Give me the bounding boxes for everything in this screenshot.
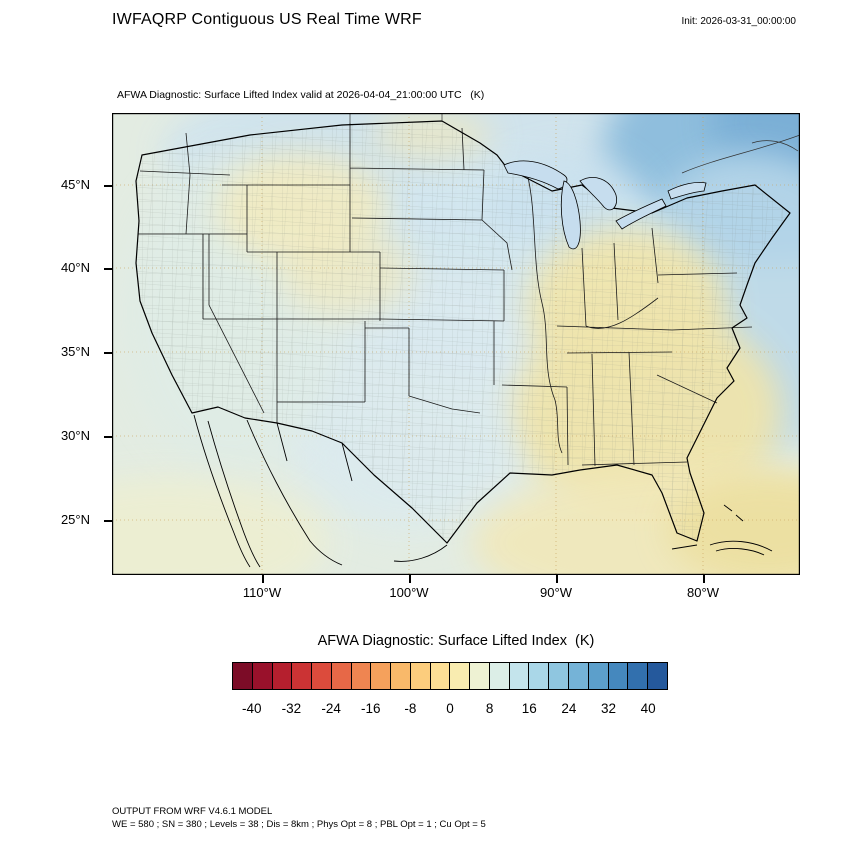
colorbar-tick: 24 — [561, 701, 577, 716]
colorbar-box — [409, 662, 431, 690]
colorbar-box — [291, 662, 313, 690]
colorbar-box — [607, 662, 629, 690]
lat-label-30n: 30°N — [60, 428, 90, 443]
state-boundaries — [138, 123, 753, 467]
lon-tick-90w — [556, 575, 558, 583]
lat-tick-35n — [104, 352, 112, 354]
footer-model-line: OUTPUT FROM WRF V4.6.1 MODEL — [112, 806, 273, 817]
colorbar-box — [271, 662, 293, 690]
lon-tick-100w — [409, 575, 411, 583]
mexico-coastline — [193, 414, 448, 568]
colorbar-box — [528, 662, 550, 690]
colorbar-box — [548, 662, 570, 690]
map-panel — [112, 113, 801, 575]
lat-label-35n: 35°N — [60, 344, 90, 359]
colorbar-tick-labels: -40 -32 -24 -16 -8 0 8 16 24 32 40 — [232, 701, 668, 719]
lat-tick-40n — [104, 268, 112, 270]
colorbar-box — [587, 662, 609, 690]
colorbar-tick: 16 — [521, 701, 537, 716]
lon-label-100w: 100°W — [389, 585, 429, 600]
lon-tick-110w — [262, 575, 264, 583]
colorbar-box — [390, 662, 411, 690]
lon-tick-80w — [703, 575, 705, 583]
colorbar-tick: -40 — [242, 701, 262, 716]
map-frame — [112, 113, 800, 575]
colorbar-box — [469, 662, 490, 690]
colorbar-tick: -8 — [404, 701, 417, 716]
great-lakes — [503, 160, 707, 250]
colorbar-box — [508, 662, 530, 690]
us-map-graphic — [112, 113, 801, 575]
colorbar-box — [449, 662, 471, 690]
colorbar-box — [350, 662, 372, 690]
colorbar-tick: 40 — [640, 701, 656, 716]
colorbar-box — [370, 662, 392, 690]
init-time-label: Init: 2026-03-31_00:00:00 — [681, 16, 796, 27]
map-subtitle: AFWA Diagnostic: Surface Lifted Index va… — [117, 89, 485, 101]
footer-config-line: WE = 580 ; SN = 380 ; Levels = 38 ; Dis … — [112, 819, 486, 830]
colorbar-box — [330, 662, 352, 690]
lat-tick-45n — [104, 185, 112, 187]
canada-boundaries — [349, 113, 801, 174]
islands — [671, 504, 773, 556]
colorbar-box — [429, 662, 451, 690]
colorbar-tick: 32 — [601, 701, 617, 716]
colorbar-tick: -24 — [321, 701, 341, 716]
lat-tick-30n — [104, 436, 112, 438]
colorbar-box — [568, 662, 589, 690]
colorbar-box — [311, 662, 332, 690]
lon-label-110w: 110°W — [242, 585, 282, 600]
lon-label-90w: 90°W — [540, 585, 572, 600]
page-title: IWFAQRP Contiguous US Real Time WRF — [112, 11, 422, 28]
lat-tick-25n — [104, 520, 112, 522]
colorbar-box — [251, 662, 273, 690]
colorbar-box — [488, 662, 510, 690]
colorbar-tick: 8 — [485, 701, 494, 716]
colorbar-title: AFWA Diagnostic: Surface Lifted Index (K… — [317, 633, 595, 649]
lat-label-45n: 45°N — [60, 177, 90, 192]
lat-label-25n: 25°N — [60, 512, 90, 527]
lon-label-80w: 80°W — [687, 585, 719, 600]
colorbar-tick: -32 — [281, 701, 302, 716]
colorbar-box — [232, 662, 253, 690]
colorbar-tick: 0 — [446, 701, 454, 716]
colorbar-tick: -16 — [360, 701, 381, 716]
colorbar-box — [627, 662, 649, 690]
colorbar — [232, 662, 668, 690]
lat-label-40n: 40°N — [60, 260, 90, 275]
colorbar-box — [647, 662, 668, 690]
